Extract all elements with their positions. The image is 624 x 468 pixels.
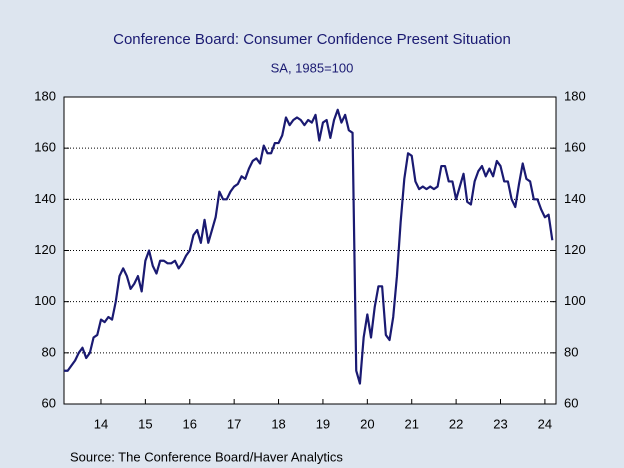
y-tick-label: 100 — [34, 293, 56, 308]
x-tick-label: 14 — [94, 416, 108, 431]
x-tick-label: 24 — [538, 416, 552, 431]
y2-tick-label: 100 — [564, 293, 586, 308]
chart-title: Conference Board: Consumer Confidence Pr… — [113, 31, 511, 48]
x-tick-label: 19 — [316, 416, 330, 431]
y-tick-label: 120 — [34, 242, 56, 257]
y2-tick-label: 140 — [564, 191, 586, 206]
y2-tick-label: 60 — [564, 395, 578, 410]
y-tick-label: 80 — [42, 344, 56, 359]
y2-tick-label: 80 — [564, 344, 578, 359]
chart-subtitle: SA, 1985=100 — [271, 60, 354, 75]
source-note: Source: The Conference Board/Haver Analy… — [70, 449, 343, 464]
y-tick-label: 60 — [42, 395, 56, 410]
y-tick-label: 160 — [34, 140, 56, 155]
y-tick-label: 140 — [34, 191, 56, 206]
data-line — [64, 108, 554, 385]
x-tick-label: 18 — [271, 416, 285, 431]
x-tick-label: 21 — [404, 416, 418, 431]
x-tick-label: 22 — [449, 416, 463, 431]
y2-tick-label: 180 — [564, 88, 586, 103]
y2-tick-label: 160 — [564, 140, 586, 155]
x-tick-label: 20 — [360, 416, 374, 431]
x-tick-label: 17 — [227, 416, 241, 431]
y2-tick-label: 120 — [564, 242, 586, 257]
x-tick-label: 23 — [493, 416, 507, 431]
x-tick-label: 16 — [183, 416, 197, 431]
x-tick-label: 15 — [138, 416, 152, 431]
y-tick-label: 180 — [34, 88, 56, 103]
